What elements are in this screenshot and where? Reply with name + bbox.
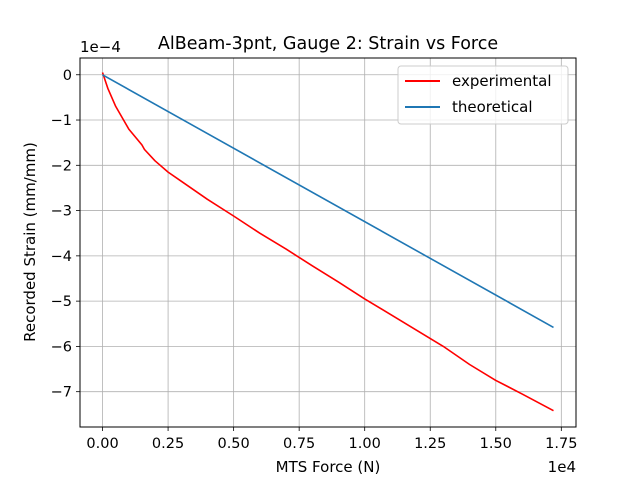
x-tick-label: 1.25 (414, 436, 446, 452)
y-tick-label: −1 (51, 113, 72, 129)
y-axis-label: Recorded Strain (mm/mm) (21, 142, 39, 342)
legend-label-experimental: experimental (452, 72, 552, 90)
axis-ticks: 0.00 0.25 0.50 0.75 1.00 1.25 1.50 1.75 0 −1 −2 −3 −… (51, 68, 578, 452)
x-tick-label: 0.50 (217, 436, 249, 452)
x-tick-label: 1.00 (349, 436, 381, 452)
y-tick-label: −2 (51, 158, 72, 174)
series-line-theoretical (102, 74, 554, 329)
y-tick-label: −3 (51, 204, 72, 220)
x-tick-label: 0.25 (152, 436, 184, 452)
x-tick-label: 1.75 (545, 436, 577, 452)
series-line-experimental (101, 72, 554, 412)
y-tick-label: −7 (51, 385, 72, 401)
plot-series (101, 72, 554, 412)
y-axis-offset-label: 1e−4 (80, 38, 121, 56)
x-axis-label: MTS Force (N) (276, 458, 381, 476)
y-tick-label: −6 (51, 339, 72, 355)
legend-box (397, 65, 569, 125)
x-axis-offset-label: 1e4 (548, 458, 576, 476)
x-tick-label: 0.00 (86, 436, 118, 452)
chart-title: AlBeam-3pnt, Gauge 2: Strain vs Force (158, 34, 498, 54)
legend: experimental theoretical (397, 65, 569, 125)
y-tick-label: 0 (63, 68, 72, 84)
axes-frame (79, 57, 577, 428)
y-tick-label: −5 (51, 294, 72, 310)
legend-label-theoretical: theoretical (452, 98, 533, 116)
x-tick-label: 1.50 (480, 436, 512, 452)
y-tick-label: −4 (51, 249, 72, 265)
x-tick-label: 0.75 (283, 436, 315, 452)
